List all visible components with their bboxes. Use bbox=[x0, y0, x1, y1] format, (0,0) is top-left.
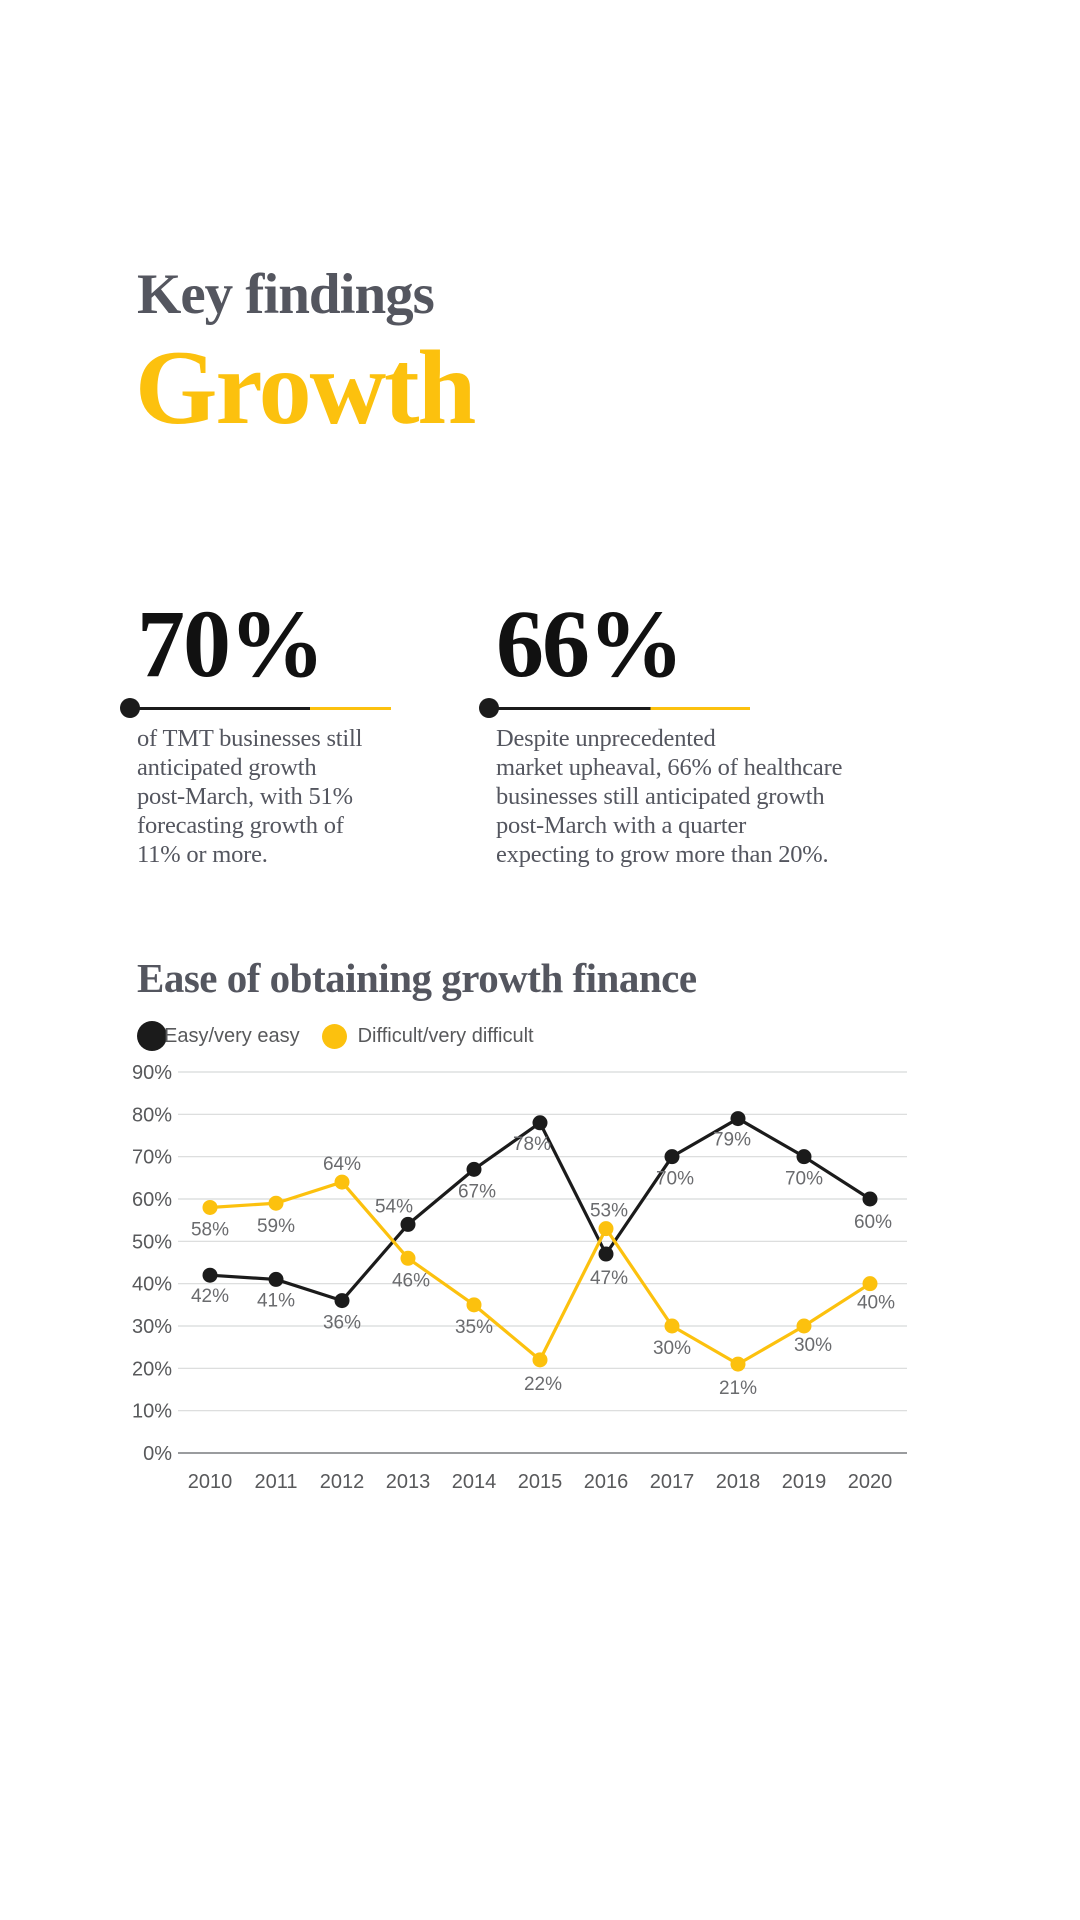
chart-point-label: 53% bbox=[590, 1201, 628, 1222]
chart-point bbox=[532, 1352, 548, 1368]
chart-legend: Easy/very easy Difficult/very difficult bbox=[137, 1021, 534, 1051]
x-tick-label: 2011 bbox=[254, 1471, 297, 1493]
chart-point-label: 36% bbox=[323, 1313, 361, 1334]
x-tick-label: 2019 bbox=[782, 1471, 827, 1493]
y-tick-label: 90% bbox=[132, 1062, 172, 1084]
x-tick-label: 2016 bbox=[584, 1471, 629, 1493]
chart-point-label: 70% bbox=[656, 1169, 694, 1190]
chart-point bbox=[268, 1195, 284, 1211]
y-tick-label: 0% bbox=[143, 1443, 172, 1465]
chart-point bbox=[664, 1318, 680, 1334]
legend-dot-black-icon bbox=[137, 1021, 167, 1051]
x-tick-label: 2014 bbox=[452, 1471, 497, 1493]
x-tick-label: 2020 bbox=[848, 1471, 893, 1493]
chart-point-label: 64% bbox=[323, 1154, 361, 1175]
chart-point bbox=[730, 1356, 746, 1372]
chart-point bbox=[598, 1246, 614, 1262]
y-tick-label: 70% bbox=[132, 1147, 172, 1169]
chart-point bbox=[466, 1297, 482, 1313]
chart-point-label: 47% bbox=[590, 1268, 628, 1289]
chart-point bbox=[730, 1111, 746, 1127]
chart-point bbox=[400, 1216, 416, 1232]
stat-description: of TMT businesses still anticipated grow… bbox=[137, 725, 363, 868]
x-tick-label: 2017 bbox=[650, 1471, 695, 1493]
stat-value: 70% bbox=[137, 590, 325, 697]
chart-point-label: 30% bbox=[653, 1338, 691, 1359]
chart-point bbox=[202, 1267, 218, 1283]
chart-point bbox=[796, 1318, 812, 1334]
divider-line bbox=[129, 706, 391, 710]
legend-dot-yellow-icon bbox=[321, 1023, 347, 1049]
chart-point-label: 59% bbox=[257, 1216, 295, 1237]
legend-label: Difficult/very difficult bbox=[357, 1024, 534, 1047]
page-title: Growth bbox=[135, 329, 476, 446]
stat-block-healthcare: 66% Despite unprecedented market upheava… bbox=[479, 590, 866, 869]
stat-divider bbox=[120, 698, 437, 718]
chart-point bbox=[862, 1191, 878, 1207]
eyebrow-key-findings: Key findings bbox=[137, 263, 435, 326]
chart-point-label: 58% bbox=[191, 1219, 229, 1240]
growth-finance-line-chart: 0% 10% 20% 30% 40% 50% 60% 70% 80% 90% 2010 2011 201… bbox=[132, 1062, 907, 1493]
chart-point-label: 54% bbox=[375, 1196, 413, 1217]
chart-point-label: 21% bbox=[719, 1378, 757, 1399]
x-tick-label: 2018 bbox=[716, 1471, 761, 1493]
stat-value: 66% bbox=[496, 590, 684, 697]
x-tick-label: 2010 bbox=[188, 1471, 233, 1493]
y-tick-label: 10% bbox=[132, 1401, 172, 1423]
legend-item-easy: Easy/very easy bbox=[137, 1021, 300, 1051]
y-tick-label: 20% bbox=[132, 1358, 172, 1380]
chart-point bbox=[532, 1115, 548, 1131]
chart-point-label: 40% bbox=[857, 1293, 895, 1314]
chart-point-label: 46% bbox=[392, 1270, 430, 1291]
y-tick-label: 40% bbox=[132, 1274, 172, 1296]
chart-point bbox=[664, 1149, 680, 1165]
legend-label: Easy/very easy bbox=[164, 1024, 300, 1047]
stat-divider bbox=[479, 698, 866, 718]
x-tick-label: 2015 bbox=[518, 1471, 563, 1493]
chart-point bbox=[202, 1199, 218, 1215]
chart-title: Ease of obtaining growth finance bbox=[137, 955, 697, 1001]
chart-point-label: 41% bbox=[257, 1290, 295, 1311]
chart-point-label: 60% bbox=[854, 1212, 892, 1233]
chart-point-label: 22% bbox=[524, 1374, 562, 1395]
legend-item-difficult: Difficult/very difficult bbox=[321, 1023, 534, 1049]
chart-point-label: 79% bbox=[713, 1130, 751, 1151]
chart-point bbox=[268, 1271, 284, 1287]
chart-point-label: 78% bbox=[513, 1134, 551, 1155]
chart-point bbox=[400, 1250, 416, 1266]
chart-point-label: 67% bbox=[458, 1181, 496, 1202]
chart-point-label: 30% bbox=[794, 1335, 832, 1356]
y-tick-label: 80% bbox=[132, 1104, 172, 1126]
chart-point bbox=[466, 1161, 482, 1177]
chart-point-label: 70% bbox=[785, 1169, 823, 1190]
x-tick-label: 2013 bbox=[386, 1471, 431, 1493]
chart-point-label: 42% bbox=[191, 1286, 229, 1307]
y-tick-label: 30% bbox=[132, 1316, 172, 1338]
divider-line bbox=[488, 706, 750, 710]
chart-point bbox=[334, 1174, 350, 1190]
y-tick-label: 50% bbox=[132, 1231, 172, 1253]
chart-point bbox=[334, 1293, 350, 1309]
chart-point bbox=[862, 1276, 878, 1292]
chart-point bbox=[598, 1221, 614, 1237]
x-tick-label: 2012 bbox=[320, 1471, 365, 1493]
chart-point-label: 35% bbox=[455, 1317, 493, 1338]
stat-block-tmt: 70% of TMT businesses still anticipated … bbox=[120, 590, 437, 869]
y-tick-label: 60% bbox=[132, 1189, 172, 1211]
chart-point bbox=[796, 1149, 812, 1165]
stat-description: Despite unprecedented market upheaval, 6… bbox=[496, 725, 843, 868]
series-line bbox=[208, 1180, 872, 1366]
